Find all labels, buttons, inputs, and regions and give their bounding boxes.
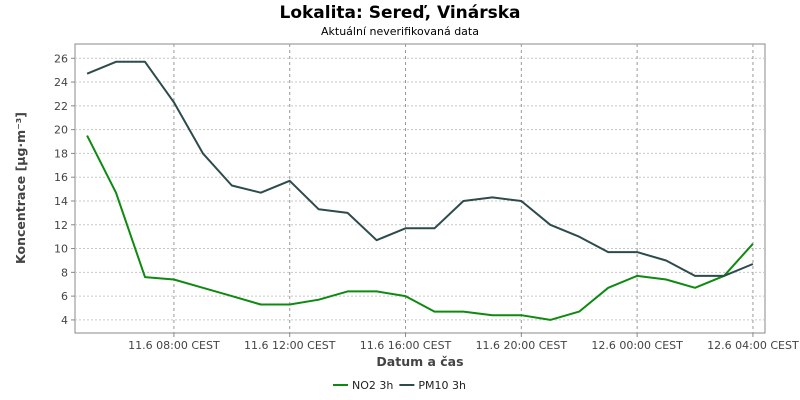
y-tick-label: 22 — [54, 100, 68, 113]
series-line-pm10-3h — [86, 60, 754, 277]
plot-area — [74, 43, 766, 334]
x-tick-label: 11.6 16:00 CEST — [360, 339, 452, 352]
y-tick-label: 14 — [54, 195, 68, 208]
x-tick-label: 11.6 20:00 CEST — [476, 339, 568, 352]
x-tick-label: 12.6 00:00 CEST — [591, 339, 683, 352]
chart-subtitle: Aktuální neverifikovaná data — [321, 25, 479, 38]
y-tick-label: 10 — [54, 243, 68, 256]
legend: NO2 3h PM10 3h — [333, 379, 466, 392]
y-axis-title: Koncentrace [µg·m⁻³] — [13, 112, 28, 264]
series-lines — [86, 60, 754, 321]
chart-title: Lokalita: Sereď, Vinárska — [279, 3, 520, 23]
x-tick-label: 11.6 12:00 CEST — [244, 339, 336, 352]
x-tick-label: 12.6 04:00 CEST — [707, 339, 799, 352]
y-tick-label: 4 — [61, 314, 68, 327]
y-axis: 4 6 8 10 12 14 16 18 20 22 24 26 — [54, 52, 75, 327]
legend-label-pm10-3h: PM10 3h — [418, 379, 466, 392]
series-line-no2-3h — [86, 135, 754, 321]
y-tick-label: 26 — [54, 52, 68, 65]
y-tick-label: 16 — [54, 171, 68, 184]
y-tick-label: 24 — [54, 76, 68, 89]
grid-lines — [75, 44, 765, 333]
y-tick-label: 8 — [61, 266, 68, 279]
legend-label-no2-3h: NO2 3h — [352, 379, 393, 392]
x-axis-title: Datum a čas — [376, 354, 463, 369]
y-tick-label: 18 — [54, 147, 68, 160]
y-tick-label: 6 — [61, 290, 68, 303]
y-tick-label: 20 — [54, 124, 68, 137]
x-tick-label: 11.6 08:00 CEST — [128, 339, 220, 352]
y-tick-label: 12 — [54, 219, 68, 232]
x-axis: 11.6 08:00 CEST 11.6 12:00 CEST 11.6 16:00… — [128, 333, 799, 352]
